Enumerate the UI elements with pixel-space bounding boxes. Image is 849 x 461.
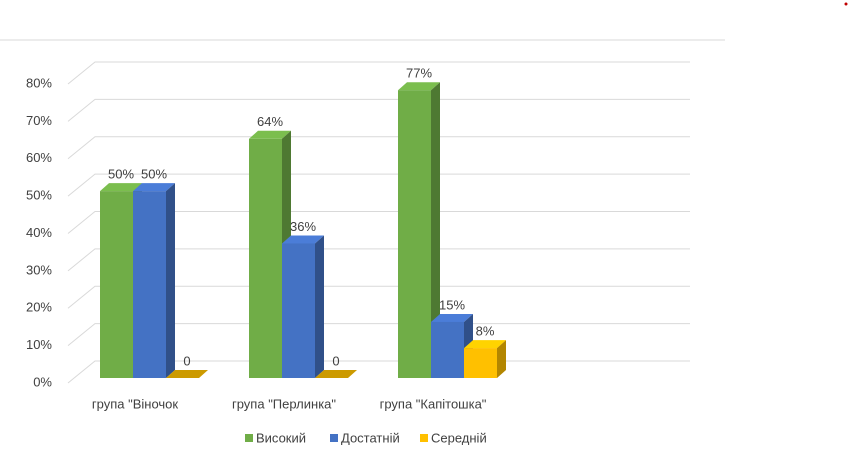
y-tick-label: 80% <box>26 75 52 90</box>
data-label: 64% <box>257 114 283 129</box>
bar-top <box>100 183 142 192</box>
y-tick-label: 30% <box>26 262 52 277</box>
grid-line <box>67 248 690 272</box>
legend-label: Середній <box>431 430 487 445</box>
bar <box>431 313 473 378</box>
bar <box>133 183 175 378</box>
bar <box>282 235 324 378</box>
x-tick-label: група "Капітошка" <box>380 396 487 411</box>
bar-side <box>497 340 506 378</box>
bar-front <box>133 191 166 378</box>
x-tick-label: група "Віночок <box>92 396 179 411</box>
data-label: 50% <box>108 167 134 182</box>
bar-top <box>398 82 440 91</box>
legend-label: Достатній <box>341 430 400 445</box>
grid-line <box>67 61 690 85</box>
marker-dot <box>844 2 848 6</box>
y-tick-label: 40% <box>26 225 52 240</box>
grid-line <box>67 98 690 122</box>
grid-line <box>67 211 690 234</box>
bar-side <box>315 235 324 378</box>
bar-front <box>431 321 464 378</box>
bar <box>398 82 440 379</box>
data-label: 15% <box>439 297 465 312</box>
legend-marker <box>330 434 338 442</box>
data-label: 77% <box>406 66 432 81</box>
bar-front <box>100 191 133 378</box>
bar-front <box>464 348 497 378</box>
bar <box>464 340 506 378</box>
bar-side <box>166 183 175 378</box>
data-label: 50% <box>141 167 167 182</box>
grid-line <box>67 323 690 347</box>
x-tick-label: група "Перлинка" <box>232 396 336 411</box>
legend-label: Високий <box>256 430 306 445</box>
bar-top <box>166 370 208 378</box>
bar-side <box>431 82 440 379</box>
bar <box>249 130 291 378</box>
bar-top <box>249 130 291 139</box>
y-tick-label: 10% <box>26 337 52 352</box>
bar-top <box>464 340 506 349</box>
bar <box>166 370 208 378</box>
legend-marker <box>245 434 253 442</box>
bar-top <box>133 183 175 192</box>
data-label: 36% <box>290 219 316 234</box>
y-tick-label: 50% <box>26 188 52 203</box>
y-tick-label: 20% <box>26 300 52 315</box>
y-tick-label: 70% <box>26 113 52 128</box>
legend-marker <box>420 434 428 442</box>
data-label: 0 <box>183 353 190 368</box>
data-label: 0 <box>332 353 339 368</box>
y-tick-label: 60% <box>26 150 52 165</box>
grid-line <box>67 173 690 197</box>
grid-line <box>67 136 690 160</box>
bar-front <box>398 90 431 379</box>
bar-top <box>431 313 473 322</box>
bar-front <box>282 243 315 378</box>
y-tick-label: 0% <box>33 374 52 389</box>
data-label: 8% <box>476 324 495 339</box>
bar-front <box>249 138 282 378</box>
bar-top <box>315 370 357 378</box>
grid-line <box>67 285 690 309</box>
bar <box>315 370 357 378</box>
bar-top <box>282 235 324 244</box>
